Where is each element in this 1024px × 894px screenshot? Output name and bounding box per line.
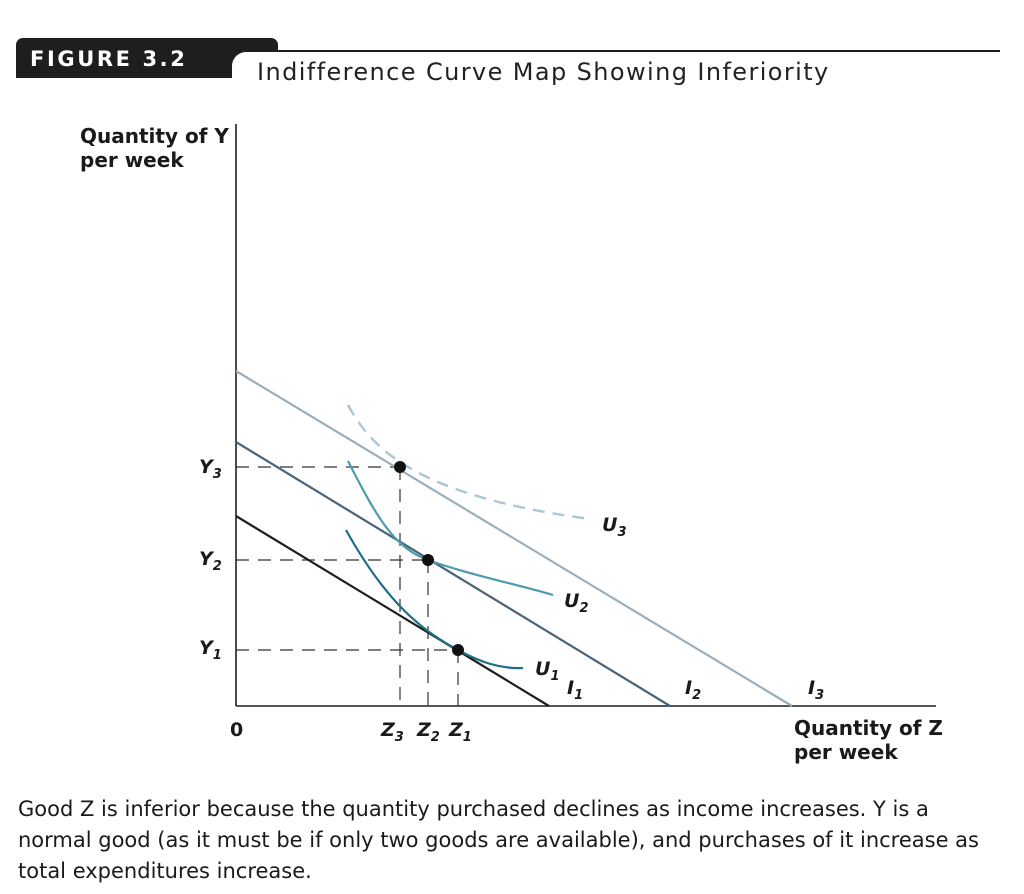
budget-line-i2 <box>235 441 671 707</box>
tangency-point-2 <box>422 554 434 566</box>
curve-label-u2: U2 <box>564 590 588 616</box>
curve-label-u1: U1 <box>535 658 559 684</box>
x-tick-z2: Z2 <box>416 719 440 745</box>
budget-label-i2: I2 <box>685 677 701 703</box>
origin-label: 0 <box>230 719 243 741</box>
x-axis-label-line1: Quantity of Z <box>794 716 943 740</box>
x-axis-label-line2: per week <box>794 740 898 764</box>
tangency-point-3 <box>394 461 406 473</box>
x-tick-z1: Z1 <box>448 719 472 745</box>
figure-label: FIGURE 3.2 <box>30 47 188 71</box>
x-tick-z3: Z3 <box>380 719 404 745</box>
header-rule <box>232 50 1000 52</box>
y-axis-label-line1: Quantity of Y <box>80 124 229 148</box>
y-tick-y3: Y3 <box>199 456 222 482</box>
y-tick-y1: Y1 <box>199 637 222 663</box>
header-notch <box>232 52 280 80</box>
indifference-curve-u3 <box>346 404 591 521</box>
indifference-curve-u1 <box>345 529 524 670</box>
budget-label-i1: I1 <box>567 677 583 703</box>
budget-label-i3: I3 <box>808 677 824 703</box>
figure-title: Indifference Curve Map Showing Inferiori… <box>257 58 830 86</box>
y-axis-label: Quantity of Y per week <box>80 124 229 172</box>
y-tick-y2: Y2 <box>199 548 222 574</box>
figure-caption: Good Z is inferior because the quantity … <box>18 797 979 883</box>
x-axis-label: Quantity of Z per week <box>794 716 943 764</box>
y-axis-label-line2: per week <box>80 148 184 172</box>
tangency-point-1 <box>452 644 464 656</box>
curve-label-u3: U3 <box>602 514 626 540</box>
budget-line-i1 <box>235 515 550 707</box>
budget-line-i3 <box>235 370 793 707</box>
